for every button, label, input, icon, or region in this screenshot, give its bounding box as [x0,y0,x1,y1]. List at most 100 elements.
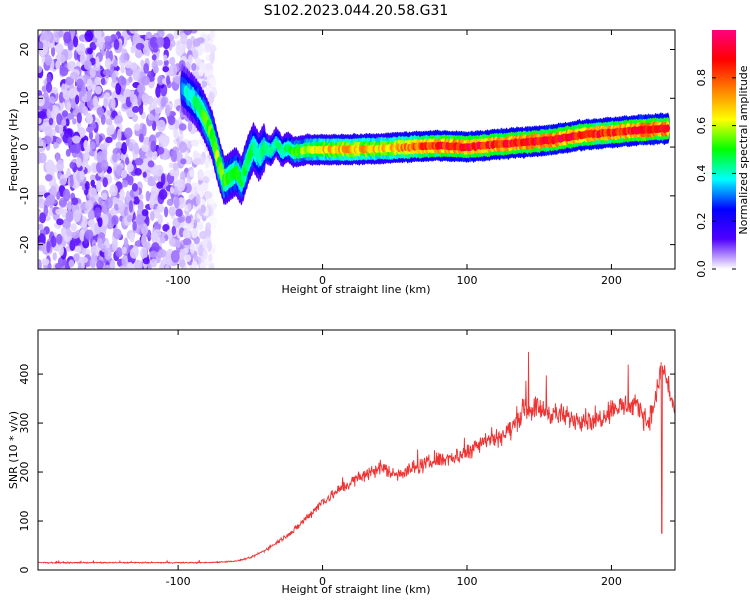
heatmap-cell [66,228,72,238]
heatmap-cell [151,54,157,61]
heatmap-cell [59,178,67,186]
heatmap-cell [55,60,61,70]
heatmap-cell [150,185,158,199]
heatmap-cell [192,158,202,165]
heatmap-cell [48,208,53,217]
heatmap-cell [139,85,144,98]
heatmap-cell [76,245,82,253]
heatmap-cell [85,114,94,125]
heatmap-cell [89,141,96,150]
heatmap-cell [204,62,213,71]
heatmap-cell [665,124,670,133]
heatmap-cell [66,167,71,178]
heatmap-cell [191,62,197,72]
heatmap-cell [77,262,82,269]
heatmap-cell [89,67,96,78]
heatmap-cell [156,146,165,155]
heatmap-cell [86,90,92,102]
heatmap-cell [112,152,118,163]
heatmap-cell [134,167,142,176]
heatmap-cell [179,258,186,268]
heatmap-cell [39,212,46,224]
heatmap-cell [149,114,155,121]
heatmap-cell [141,93,150,104]
heatmap-cell [169,186,175,194]
heatmap-cell [79,256,89,264]
heatmap-cell [189,169,195,178]
heatmap-cell [70,223,77,232]
heatmap-cell [167,115,176,126]
heatmap-cell [124,60,133,69]
heatmap-cell [102,214,109,226]
heatmap-cell [129,30,139,34]
heatmap-cell [129,92,135,104]
colorbar: 0.0 0.2 0.4 0.6 0.8 Normalized spectral ampl… [695,30,750,278]
heatmap-cell [76,157,82,168]
heatmap-cell [131,183,138,192]
heatmap-cell [169,56,176,66]
heatmap-cell [148,95,153,107]
colorbar-label: Normalized spectral amplitude [737,65,750,234]
heatmap-cell [65,148,71,157]
heatmap-cell [126,163,134,173]
heatmap-cell [152,120,157,132]
heatmap-cell [132,114,138,123]
heatmap-cell [45,174,53,182]
spectrogram-ytick-label: -10 [18,187,31,205]
heatmap-cell [100,244,107,253]
heatmap-cell [191,227,198,239]
heatmap-cell [162,36,171,50]
heatmap-cell [187,120,193,132]
heatmap-cell [38,259,42,269]
heatmap-cell [172,162,179,171]
heatmap-cell [208,91,215,104]
heatmap-cell [43,30,52,42]
heatmap-cell [43,135,52,145]
heatmap-cell [129,232,135,243]
heatmap-cell [113,39,120,50]
heatmap-cell [209,77,216,87]
heatmap-cell [186,38,193,51]
heatmap-noise-layer [38,30,218,269]
heatmap-cell [169,64,174,77]
heatmap-cell [71,197,79,206]
heatmap-cell [83,139,89,150]
heatmap-cell [59,66,69,77]
heatmap-cell [162,224,170,232]
heatmap-cell [165,75,171,86]
heatmap-cell [69,30,76,37]
heatmap-cell [170,249,180,263]
heatmap-cell [125,156,130,166]
heatmap-cell [140,247,148,260]
heatmap-cell [160,138,169,148]
heatmap-cell [168,206,176,217]
heatmap-cell [52,252,57,261]
heatmap-cell [151,242,160,253]
heatmap-cell [132,196,140,205]
heatmap-cell [50,86,59,95]
heatmap-cell [72,209,81,223]
heatmap-cell [91,252,96,264]
heatmap-cell [128,76,133,83]
heatmap-cell [50,235,57,248]
heatmap-cell [132,220,137,231]
heatmap-cell [66,112,75,120]
heatmap-cell [96,151,105,164]
heatmap-cell [111,71,117,84]
heatmap-cell [121,179,129,188]
heatmap-cell [210,30,215,39]
heatmap-cell [134,259,142,269]
heatmap-cell [110,258,116,269]
heatmap-cell [175,208,183,217]
heatmap-cell [141,143,150,153]
heatmap-cell [88,209,95,222]
heatmap-cell [69,161,75,169]
heatmap-cell [152,65,159,74]
heatmap-cell [204,157,210,169]
heatmap-cell [140,59,145,68]
heatmap-cell [101,192,108,201]
spectrogram-xtick-label: -100 [166,274,191,287]
spectrogram-ylabel: Frequency (Hz) [7,109,20,192]
spectrogram-ytick-label: 0 [18,144,31,151]
heatmap-cell [147,179,157,187]
